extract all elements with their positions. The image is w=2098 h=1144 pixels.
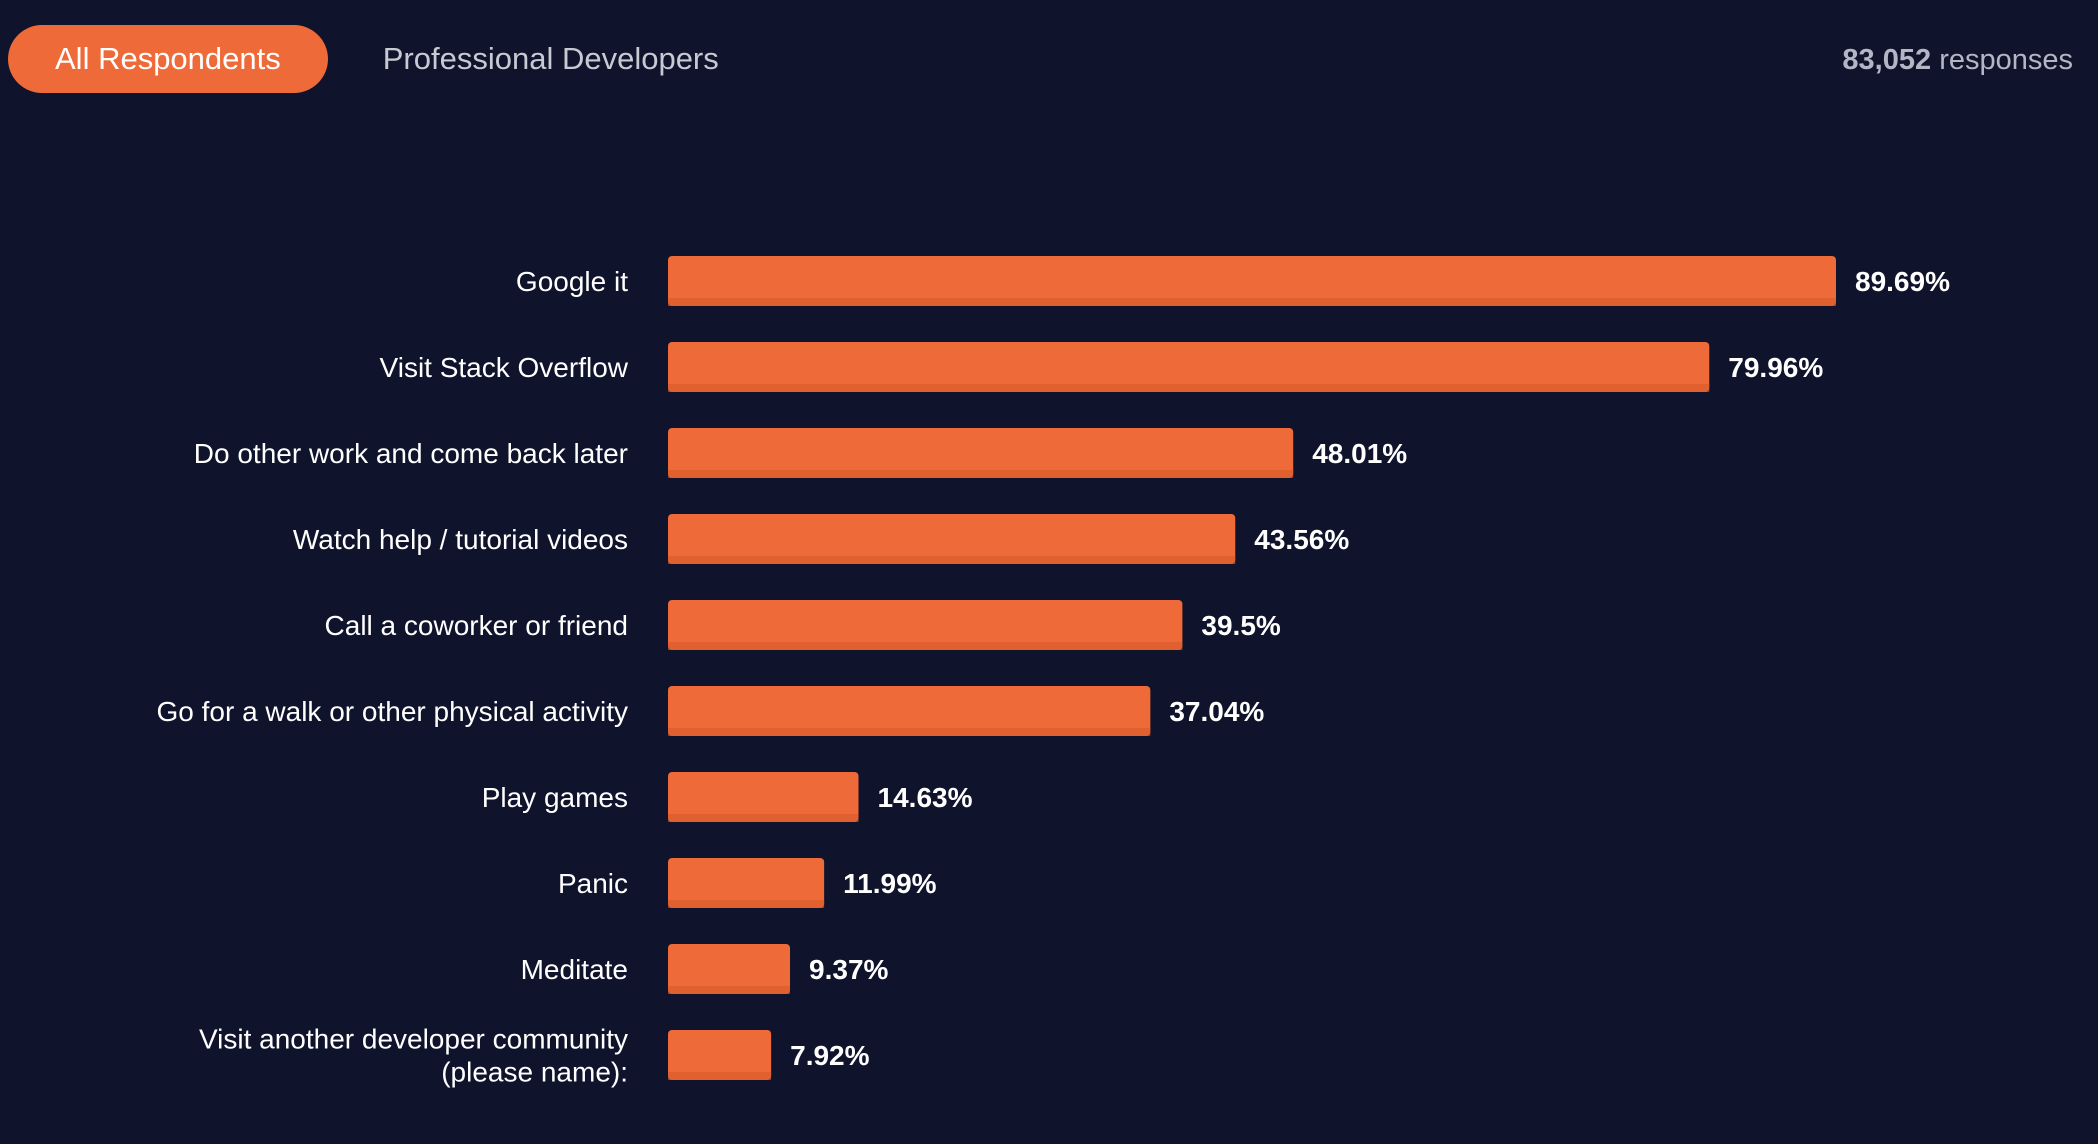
bar-shade <box>668 556 1236 564</box>
response-count-number: 83,052 <box>1842 44 1932 76</box>
category-label: Go for a walk or other physical activity <box>156 696 628 727</box>
tab-all-respondents[interactable]: All Respondents <box>8 25 328 93</box>
value-label: 7.92% <box>790 1040 869 1071</box>
response-count: 83,052 responses <box>1842 44 2073 77</box>
category-label: Meditate <box>521 954 628 985</box>
value-label: 39.5% <box>1201 610 1280 641</box>
value-label: 9.37% <box>809 954 888 985</box>
bar-shade <box>668 986 791 994</box>
bar-shade <box>668 900 825 908</box>
bar-shade <box>668 384 1710 392</box>
category-label: Play games <box>482 782 628 813</box>
bar <box>668 256 1836 306</box>
value-label: 89.69% <box>1855 266 1950 297</box>
bar <box>668 772 859 822</box>
category-label: Visit Stack Overflow <box>380 352 629 383</box>
value-label: 79.96% <box>1728 352 1823 383</box>
category-label: Google it <box>516 266 628 297</box>
value-label: 14.63% <box>878 782 973 813</box>
bar-shade <box>668 298 1836 306</box>
bar <box>668 428 1294 478</box>
value-label: 11.99% <box>843 868 937 899</box>
bar <box>668 1030 772 1080</box>
bar-shade <box>668 814 859 822</box>
bar-shade <box>668 728 1151 736</box>
category-label: Do other work and come back later <box>194 438 628 469</box>
category-label: Watch help / tutorial videos <box>293 524 628 555</box>
bar-shade <box>668 1072 772 1080</box>
response-count-label: responses <box>1939 44 2073 76</box>
bar <box>668 944 791 994</box>
respondent-tabs: All Respondents Professional Developers <box>8 25 766 93</box>
bar <box>668 514 1236 564</box>
category-label: (please name): <box>441 1057 628 1088</box>
category-label: Panic <box>558 868 628 899</box>
bar-shade <box>668 470 1294 478</box>
bar <box>668 600 1183 650</box>
category-label: Call a coworker or friend <box>325 610 628 641</box>
bar <box>668 342 1710 392</box>
value-label: 37.04% <box>1169 696 1264 727</box>
bar <box>668 686 1151 736</box>
value-label: 48.01% <box>1312 438 1407 469</box>
bar-shade <box>668 642 1183 650</box>
value-label: 43.56% <box>1254 524 1349 555</box>
bar <box>668 858 825 908</box>
category-label: Visit another developer community <box>199 1024 628 1055</box>
tab-professional-developers[interactable]: Professional Developers <box>382 41 719 76</box>
